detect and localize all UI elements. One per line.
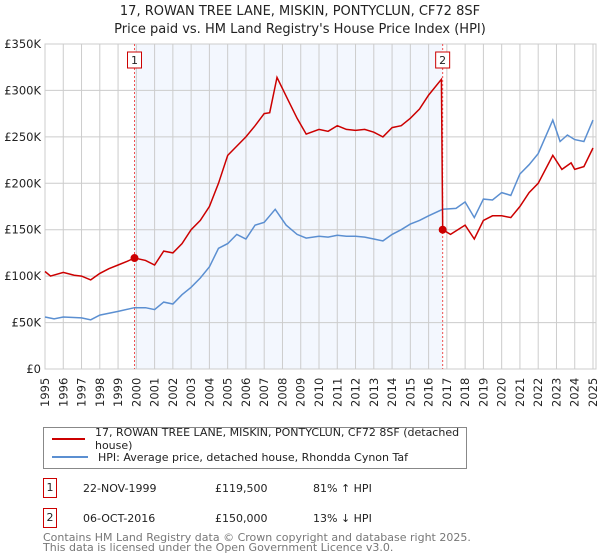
- x-tick-label: 2014: [385, 378, 399, 407]
- x-tick-label: 2005: [221, 378, 235, 407]
- x-tick-label: 1996: [56, 378, 70, 407]
- x-tick-label: 2016: [422, 378, 436, 407]
- legend-swatch-red: [52, 438, 85, 440]
- x-tick-label: 2001: [148, 378, 162, 407]
- plot-border: [44, 43, 597, 370]
- x-tick-label: 2022: [531, 378, 545, 407]
- legend-swatch-blue: [52, 456, 88, 458]
- y-tick-label: £150K: [4, 223, 41, 237]
- sale-label: 1: [131, 54, 138, 67]
- sale-point: [438, 225, 447, 234]
- x-tick-label: 2023: [549, 378, 563, 407]
- x-tick-label: 2011: [330, 378, 344, 407]
- x-tick-label: 2020: [495, 378, 509, 407]
- transaction-date: 22-NOV-1999: [83, 482, 157, 495]
- y-tick-label: £0: [26, 362, 41, 376]
- transaction-row: 1 22-NOV-1999 £119,500 81% ↑ HPI: [43, 478, 443, 498]
- transaction-price: £150,000: [215, 512, 268, 525]
- y-tick-label: £100K: [4, 269, 41, 283]
- transaction-hpi: 13% ↓ HPI: [313, 512, 372, 525]
- chart-title: 17, ROWAN TREE LANE, MISKIN, PONTYCLUN, …: [119, 4, 481, 19]
- x-tick-label: 1995: [38, 378, 52, 407]
- legend-label: 17, ROWAN TREE LANE, MISKIN, PONTYCLUN, …: [94, 426, 460, 452]
- x-tick-label: 2015: [403, 378, 417, 407]
- shaded-ownership-period: [134, 44, 443, 369]
- x-tick-label: 2012: [349, 378, 363, 407]
- legend-item-property: 17, ROWAN TREE LANE, MISKIN, PONTYCLUN, …: [52, 426, 466, 452]
- chart-subtitle: Price paid vs. HM Land Registry's House …: [114, 22, 486, 37]
- legend-item-hpi: HPI: Average price, detached house, Rhon…: [52, 449, 408, 465]
- x-tick-label: 2009: [294, 378, 308, 407]
- sale-label-box: [435, 51, 451, 69]
- x-tick-label: 2006: [239, 378, 253, 407]
- x-tick-label: 2000: [129, 378, 143, 407]
- y-tick-label: £300K: [4, 83, 41, 97]
- transaction-badge: 1: [43, 478, 57, 498]
- x-tick-label: 2013: [367, 378, 381, 407]
- x-tick-label: 2003: [184, 378, 198, 407]
- x-tick-label: 2010: [312, 378, 326, 407]
- footer-line: Contains HM Land Registry data © Crown c…: [43, 531, 471, 544]
- x-tick-label: 1997: [75, 378, 89, 407]
- sale-point: [130, 254, 139, 263]
- transaction-badge: 2: [43, 508, 57, 528]
- x-tick-label: 2004: [202, 378, 216, 407]
- x-tick-label: 2018: [458, 378, 472, 407]
- sale-label: 2: [439, 54, 446, 67]
- x-tick-label: 2007: [257, 378, 271, 407]
- x-tick-label: 2021: [513, 378, 527, 407]
- plot-area: 1995 1996 1997 1998 1999 2000 2001 2002 2003 2004…: [4, 37, 600, 407]
- x-tick-label: 2017: [440, 378, 454, 407]
- transaction-row: 2 06-OCT-2016 £150,000 13% ↓ HPI: [43, 508, 443, 528]
- y-tick-label: £200K: [4, 176, 41, 190]
- transaction-hpi: 81% ↑ HPI: [313, 482, 372, 495]
- footer: Contains HM Land Registry data © Crown c…: [43, 531, 471, 554]
- x-tick-label: 1998: [93, 378, 107, 407]
- x-tick-label: 2019: [476, 378, 490, 407]
- x-tick-label: 2025: [586, 378, 600, 407]
- transaction-date: 06-OCT-2016: [83, 512, 156, 525]
- legend: 17, ROWAN TREE LANE, MISKIN, PONTYCLUN, …: [43, 426, 467, 469]
- x-tick-label: 2002: [166, 378, 180, 407]
- x-tick-label: 2008: [275, 378, 289, 407]
- y-tick-label: £250K: [4, 130, 41, 144]
- hpi-line: [44, 118, 594, 321]
- sale-label-box: [127, 51, 143, 69]
- x-tick-label: 2024: [568, 378, 582, 407]
- transaction-price: £119,500: [215, 482, 268, 495]
- footer-line: This data is licensed under the Open Gov…: [43, 541, 394, 554]
- y-tick-label: £50K: [12, 316, 42, 330]
- legend-label: HPI: Average price, detached house, Rhon…: [98, 450, 409, 464]
- x-tick-label: 1999: [111, 378, 125, 407]
- y-tick-label: £350K: [4, 37, 41, 51]
